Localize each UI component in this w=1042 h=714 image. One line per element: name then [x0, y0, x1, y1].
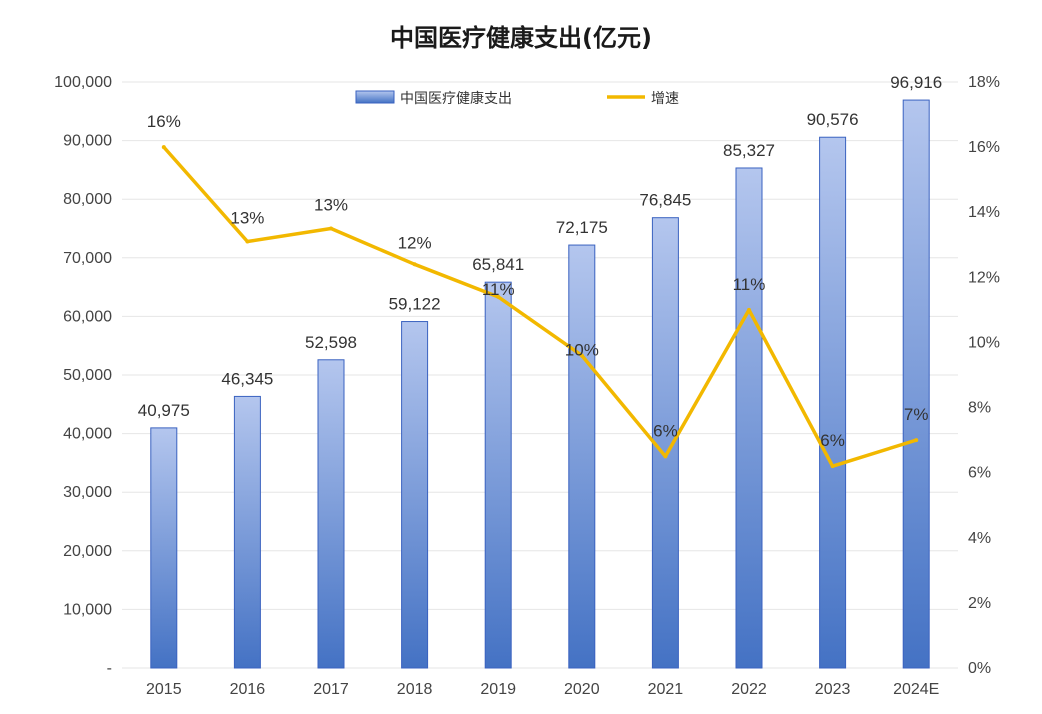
growth-value-label: 7%: [904, 405, 929, 424]
x-tick-label: 2019: [480, 681, 516, 698]
bar-value-label: 65,841: [472, 255, 524, 274]
y-axis-left: - 10,000 20,000 30,000 40,000 50,000 60,000 70,…: [54, 74, 112, 677]
y-right-tick-label: 12%: [968, 269, 1000, 286]
growth-line-point: [914, 438, 919, 443]
bar-value-label: 96,916: [890, 73, 942, 92]
y-left-tick-label: 70,000: [63, 250, 112, 267]
y-left-tick-label: 20,000: [63, 543, 112, 560]
growth-line-point: [161, 145, 166, 150]
growth-line-point: [496, 294, 501, 299]
bar: [568, 244, 596, 669]
x-tick-label: 2024E: [893, 681, 939, 698]
y-right-tick-label: 8%: [968, 400, 991, 417]
bar: [735, 167, 763, 669]
y-right-tick-label: 2%: [968, 595, 991, 612]
growth-line-point: [412, 262, 417, 267]
y-left-tick-label: 10,000: [63, 601, 112, 618]
x-tick-label: 2021: [648, 681, 684, 698]
bar-value-label: 52,598: [305, 333, 357, 352]
growth-line-point: [329, 226, 333, 231]
growth-value-label: 6%: [653, 421, 678, 440]
grid-lines: [122, 81, 958, 669]
legend: 中国医疗健康支出 增速: [355, 90, 679, 107]
x-tick-label: 2023: [815, 681, 851, 698]
bar-value-label: 76,845: [639, 191, 691, 210]
y-left-tick-label: -: [107, 660, 112, 677]
growth-line-point: [245, 239, 250, 244]
growth-line-series: [161, 145, 919, 469]
y-axis-right: 0% 2% 4% 6% 8% 10% 12% 14% 16% 18%: [968, 74, 1000, 677]
y-right-tick-label: 18%: [968, 74, 1000, 91]
y-left-tick-label: 30,000: [63, 484, 112, 501]
legend-bar-label: 中国医疗健康支出: [400, 90, 512, 107]
x-tick-label: 2016: [230, 681, 266, 698]
y-right-tick-label: 6%: [968, 465, 991, 482]
growth-value-label: 16%: [147, 112, 181, 131]
growth-value-label: 12%: [398, 233, 432, 252]
growth-value-label: 11%: [482, 280, 515, 299]
y-left-tick-label: 50,000: [63, 367, 112, 384]
x-axis: 2015 2016 2017 2018 2019 2020 2021 2022 2023 2024…: [146, 681, 939, 698]
y-right-tick-label: 10%: [968, 334, 1000, 351]
y-left-tick-label: 80,000: [63, 191, 112, 208]
y-right-tick-label: 4%: [968, 530, 991, 547]
growth-value-label: 13%: [314, 196, 348, 215]
growth-value-label: 13%: [230, 209, 264, 228]
y-left-tick-label: 90,000: [63, 133, 112, 150]
bar-series: [150, 99, 930, 669]
y-right-tick-label: 0%: [968, 660, 991, 677]
bar: [484, 281, 512, 669]
growth-line-point: [747, 307, 751, 312]
x-tick-label: 2017: [313, 681, 349, 698]
growth-line: [162, 145, 918, 468]
bar-value-label: 46,345: [221, 369, 273, 388]
y-right-tick-label: 16%: [968, 139, 1000, 156]
bar: [902, 99, 930, 669]
growth-line-point: [830, 464, 835, 469]
bar-value-label: 90,576: [807, 110, 859, 129]
growth-line-point: [663, 454, 668, 459]
y-right-tick-label: 14%: [968, 204, 1000, 221]
bar: [317, 359, 345, 669]
legend-line-label: 增速: [651, 91, 679, 107]
bar-value-label: 59,122: [389, 295, 441, 314]
legend-bar-swatch: [355, 90, 395, 104]
bar: [401, 321, 429, 669]
y-left-tick-label: 100,000: [54, 74, 112, 91]
growth-value-label: 10%: [565, 340, 599, 359]
bar-value-label: 72,175: [556, 218, 608, 237]
x-tick-label: 2022: [731, 681, 767, 698]
bar: [150, 427, 178, 669]
bar: [233, 395, 261, 669]
growth-value-label: 11%: [733, 275, 766, 294]
growth-line-point: [579, 353, 584, 358]
growth-value-label: 6%: [820, 431, 845, 450]
bar: [819, 136, 847, 669]
bar-value-label: 85,327: [723, 141, 775, 160]
x-tick-label: 2018: [397, 681, 433, 698]
y-left-tick-label: 40,000: [63, 426, 112, 443]
data-labels: 40,975 46,345 52,598 59,122 65,841 72,175 76,8…: [138, 73, 942, 450]
x-tick-label: 2015: [146, 681, 182, 698]
y-left-tick-label: 60,000: [63, 308, 112, 325]
chart-title: 中国医疗健康支出(亿元): [390, 24, 652, 52]
bar-value-label: 40,975: [138, 401, 190, 420]
x-tick-label: 2020: [564, 681, 600, 698]
